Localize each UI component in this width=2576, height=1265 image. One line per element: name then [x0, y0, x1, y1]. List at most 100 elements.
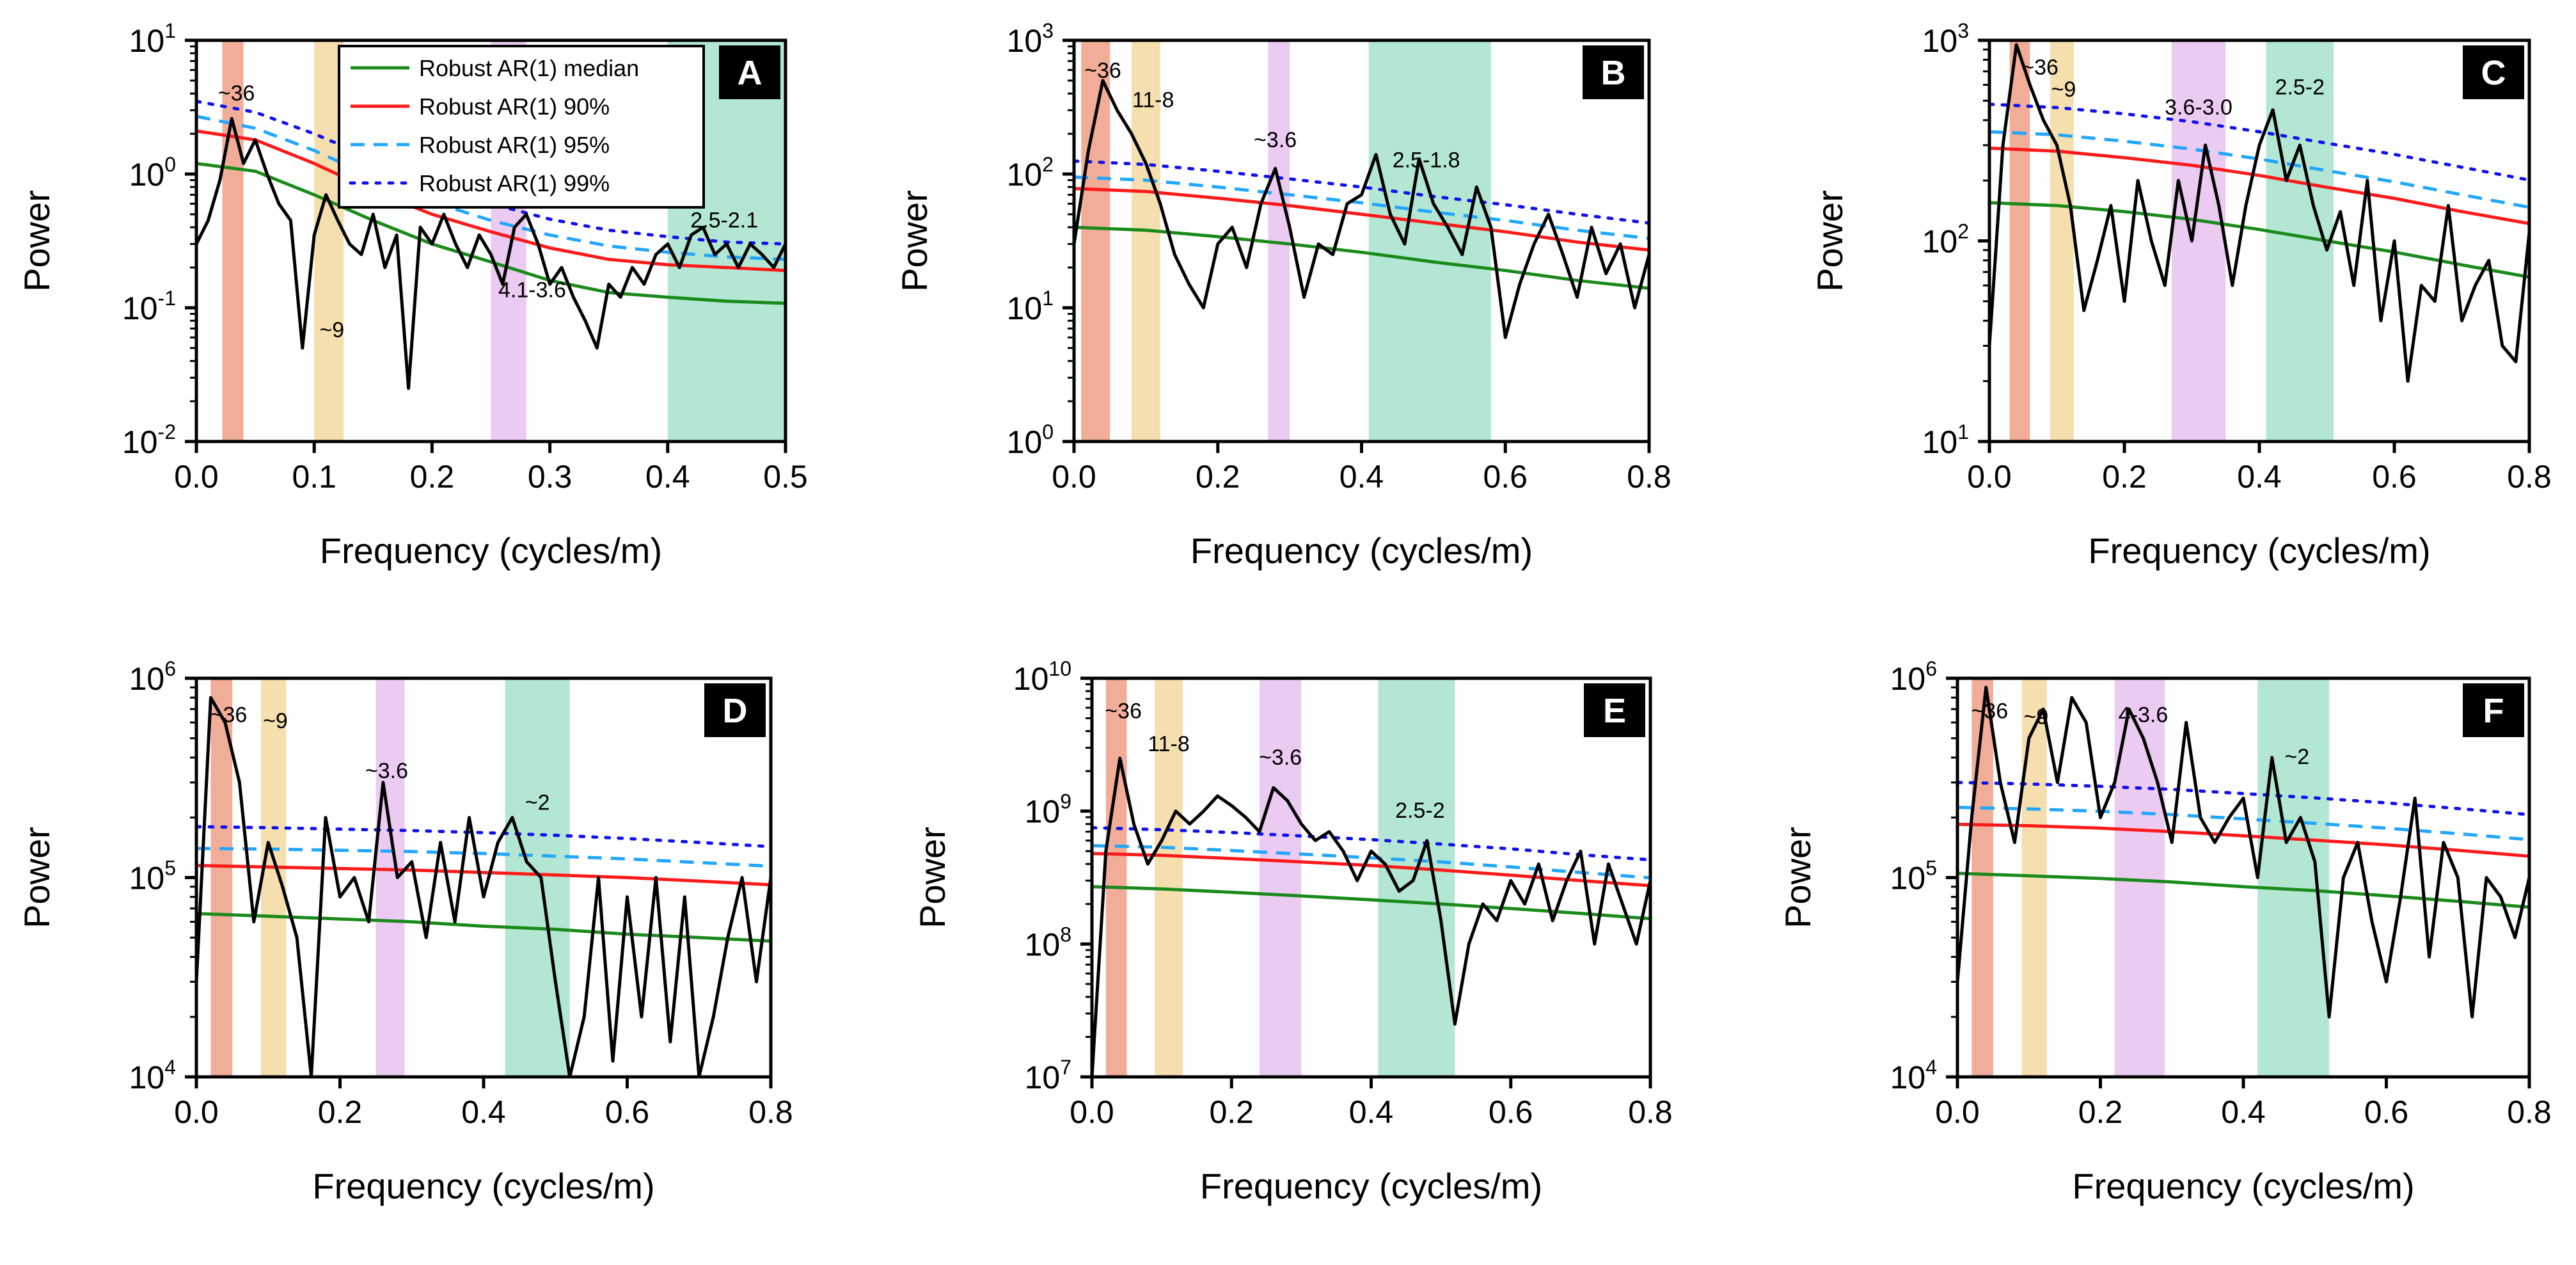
x-tick-label-B-1: 0.2 [1196, 459, 1240, 495]
series-spectrum-A [196, 116, 786, 390]
y-tick-label-A-2: 100 [129, 153, 176, 193]
y-tick-label-A-0: 10-2 [122, 420, 176, 460]
x-tick-label-A-3: 0.3 [528, 459, 573, 495]
x-tick-label-D-2: 0.4 [461, 1094, 506, 1130]
band-label-E-3: 2.5-2 [1395, 799, 1445, 823]
band-C-2 [2171, 40, 2226, 442]
y-tick-label-C-1: 102 [1922, 220, 1969, 260]
band-label-D-1: ~9 [263, 709, 288, 733]
band-label-D-2: ~3.6 [365, 759, 408, 783]
y-tick-label-B-2: 102 [1007, 153, 1054, 193]
band-E-0 [1105, 678, 1127, 1077]
x-tick-label-E-2: 0.4 [1349, 1094, 1394, 1130]
x-axis-label-E: Frequency (cycles/m) [1200, 1166, 1542, 1206]
y-tick-label-D-2: 106 [129, 657, 176, 697]
x-axis-label-A: Frequency (cycles/m) [320, 530, 662, 571]
band-label-F-0: ~36 [1971, 699, 2008, 723]
series-ci95-A [196, 115, 786, 261]
band-B-1 [1131, 40, 1160, 442]
panel-badge-label-E: E [1603, 692, 1626, 730]
band-C-0 [2009, 40, 2030, 442]
series-ci90-D [196, 864, 771, 887]
panel-badge-label-D: D [723, 692, 748, 730]
band-label-D-0: ~36 [210, 703, 248, 728]
y-axis-label-A: Power [17, 190, 57, 292]
x-tick-label-A-5: 0.5 [763, 459, 808, 495]
x-tick-label-F-4: 0.8 [2507, 1094, 2552, 1130]
x-tick-label-E-1: 0.2 [1209, 1094, 1254, 1130]
band-D-1 [261, 678, 287, 1077]
y-tick-label-D-0: 104 [129, 1056, 176, 1095]
band-label-A-3: 2.5-2.1 [690, 209, 758, 233]
panel-badge-label-F: F [2483, 692, 2504, 730]
band-label-C-3: 2.5-2 [2275, 76, 2325, 100]
panels: ~36~94.1-3.62.5-2.10.0 0.1 0.2 0.3 0.4 0.510-… [17, 19, 2552, 1206]
legend-label-ci95: Robust AR(1) 95% [419, 132, 610, 158]
band-label-A-1: ~9 [319, 318, 344, 342]
series-ci90-B [1074, 187, 1649, 252]
x-tick-label-A-4: 0.4 [645, 459, 690, 495]
band-B-3 [1368, 40, 1491, 442]
y-tick-label-F-1: 105 [1890, 857, 1937, 896]
band-label-C-2: 3.6-3.0 [2165, 95, 2232, 120]
series-spectrum-E [1092, 756, 1650, 1077]
band-label-E-2: ~3.6 [1259, 745, 1302, 770]
series-ci90-E [1092, 852, 1650, 887]
series-ci95-E [1092, 844, 1650, 880]
series-ci99-F [1957, 781, 2529, 816]
x-tick-label-F-3: 0.6 [2364, 1094, 2409, 1130]
band-label-C-0: ~36 [2021, 55, 2058, 79]
axes-frame-A [194, 38, 787, 443]
band-label-D-3: ~2 [525, 791, 550, 815]
series-ci99-E [1092, 826, 1650, 862]
series-median-A [196, 162, 786, 305]
series-ci90-C [1989, 147, 2529, 225]
band-label-F-1: ~9 [2024, 705, 2049, 729]
panel-badge-A [719, 45, 780, 99]
legend-label-median: Robust AR(1) median [419, 55, 639, 81]
series-ci95-B [1074, 175, 1649, 241]
series-median-F [1957, 871, 2529, 909]
panel-B: ~36 11-8 ~3.6 2.5-1.8 0.0 0.2 0.4 0.6 0.8 100 101 1… [894, 19, 1671, 571]
band-E-1 [1155, 678, 1183, 1077]
y-axis-label-C: Power [1810, 190, 1850, 292]
x-axis-label-B: Frequency (cycles/m) [1190, 530, 1533, 571]
series-spectrum-D [196, 696, 771, 1077]
series-ci90-A [196, 129, 786, 273]
series-ci90-F [1957, 822, 2529, 858]
panel-badge-D [704, 683, 766, 737]
panel-C: ~36~9 3.6-3.0 2.5-2 0.0 0.2 0.4 0.6 0.8 101 102 10… [1810, 19, 2552, 571]
x-tick-label-E-0: 0.0 [1070, 1094, 1114, 1130]
band-label-B-1: 11-8 [1132, 88, 1174, 113]
y-tick-label-E-2: 109 [1025, 790, 1071, 830]
y-axis-label-F: Power [1778, 827, 1818, 928]
x-tick-label-C-2: 0.4 [2237, 459, 2282, 495]
band-label-F-3: ~2 [2284, 745, 2309, 769]
y-tick-label-A-1: 10-1 [122, 287, 176, 326]
x-axis-label-F: Frequency (cycles/m) [2072, 1166, 2414, 1206]
y-tick-label-F-0: 104 [1890, 1056, 1937, 1095]
panel-badge-E [1584, 683, 1645, 737]
series-ci95-F [1957, 806, 2529, 841]
x-tick-label-F-1: 0.2 [2078, 1094, 2123, 1130]
band-F-3 [2257, 678, 2330, 1077]
band-label-B-3: 2.5-1.8 [1393, 148, 1460, 173]
band-label-B-2: ~3.6 [1254, 128, 1297, 152]
band-E-2 [1259, 678, 1302, 1077]
band-label-A-0: ~36 [218, 81, 255, 106]
x-tick-label-A-0: 0.0 [174, 459, 219, 495]
y-tick-label-C-2: 103 [1922, 19, 1969, 59]
panel-badge-C [2463, 45, 2524, 99]
y-tick-label-B-0: 100 [1007, 420, 1054, 460]
x-tick-label-E-3: 0.6 [1489, 1094, 1533, 1130]
x-tick-label-B-2: 0.4 [1339, 459, 1384, 495]
x-tick-label-D-0: 0.0 [174, 1094, 219, 1130]
x-tick-label-C-4: 0.8 [2507, 459, 2552, 495]
x-tick-label-B-0: 0.0 [1052, 459, 1096, 495]
y-tick-label-B-3: 103 [1007, 19, 1054, 59]
y-tick-label-E-3: 1010 [1013, 657, 1071, 697]
y-tick-label-B-1: 101 [1007, 287, 1054, 326]
series-ci95-D [196, 847, 771, 868]
y-tick-label-C-0: 101 [1922, 420, 1969, 460]
